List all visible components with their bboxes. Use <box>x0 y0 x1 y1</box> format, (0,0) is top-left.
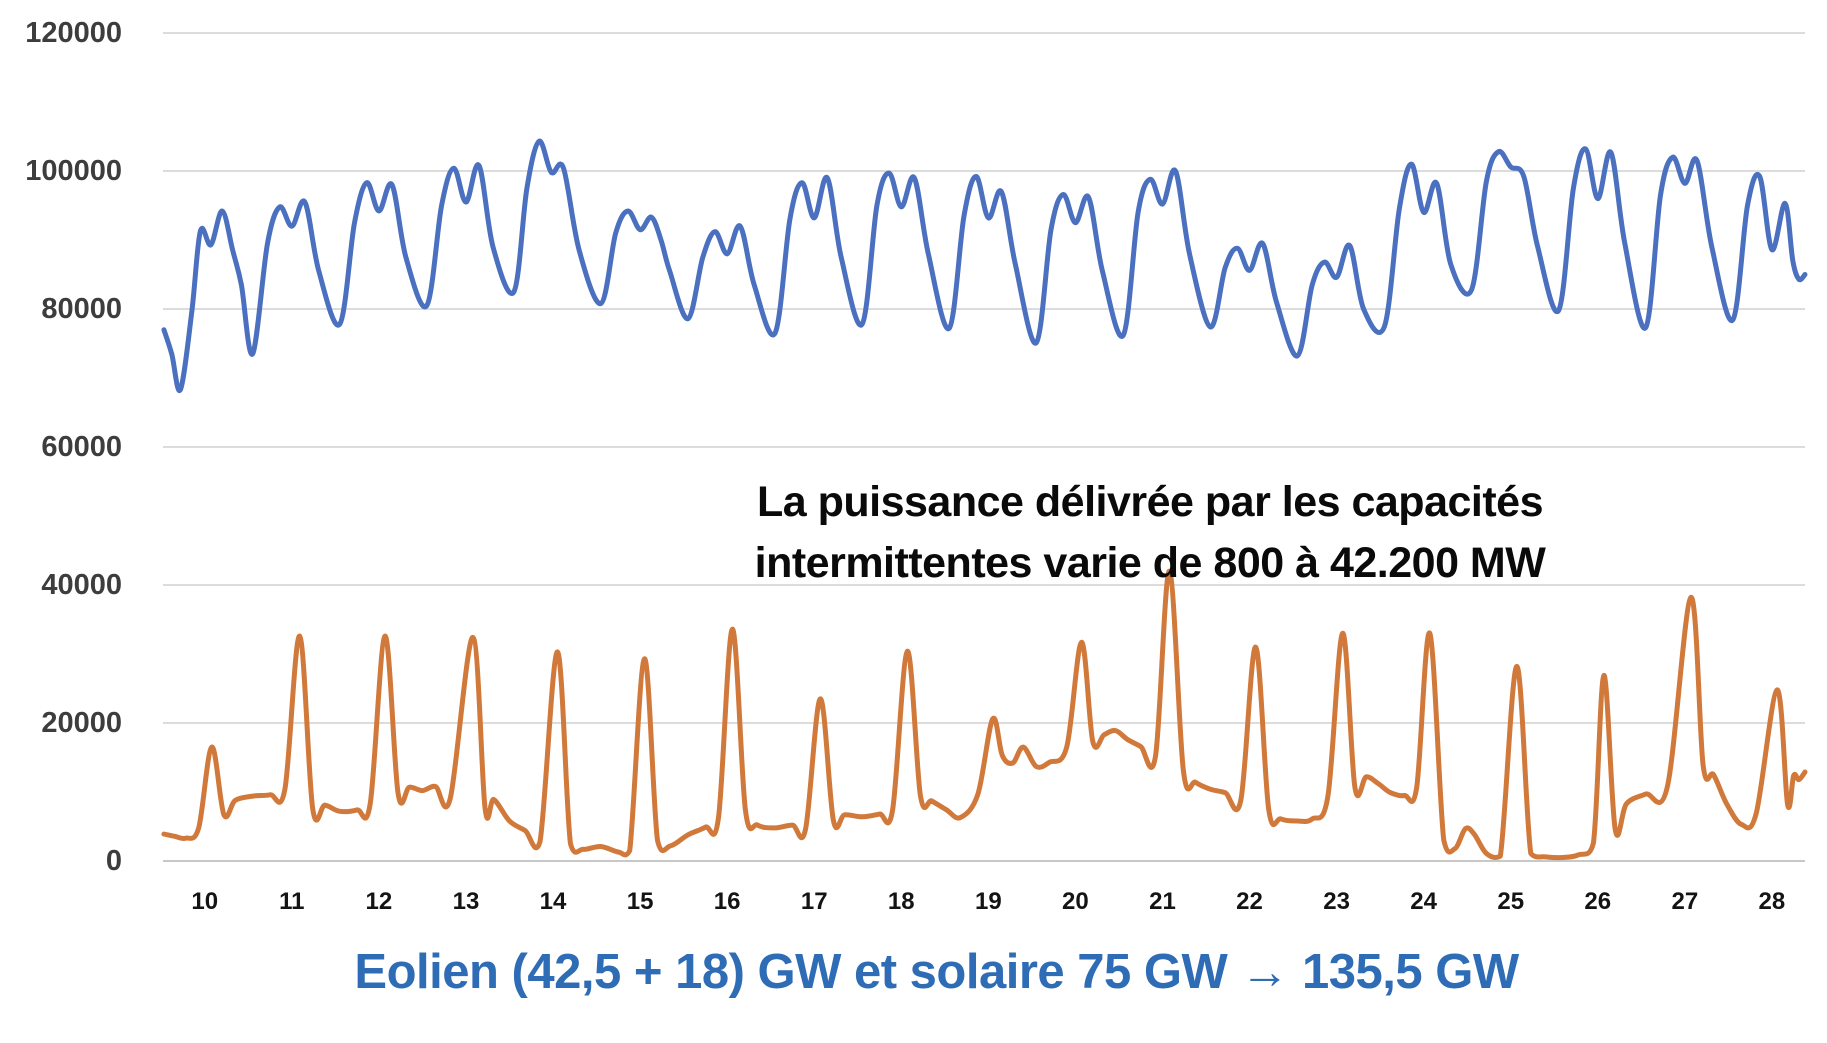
y-tick-label: 80000 <box>41 293 122 325</box>
x-tick-label: 23 <box>1323 888 1350 915</box>
x-tick-label: 10 <box>191 888 219 915</box>
annotation-line-1: La puissance délivrée par les capacités <box>757 478 1544 526</box>
x-tick-label: 16 <box>713 888 741 915</box>
x-tick-label: 26 <box>1584 888 1612 915</box>
y-tick-label: 100000 <box>25 155 122 187</box>
x-tick-label: 22 <box>1236 888 1263 915</box>
annotation-line-2: intermittentes varie de 800 à 42.200 MW <box>754 539 1546 587</box>
x-tick-label: 28 <box>1758 888 1786 915</box>
x-tick-label: 27 <box>1671 888 1699 915</box>
x-tick-label: 14 <box>539 888 567 915</box>
y-tick-label: 60000 <box>41 431 122 463</box>
y-tick-label: 0 <box>105 845 122 877</box>
x-tick-label: 17 <box>800 888 828 915</box>
chart-annotation: La puissance délivrée par les capacités … <box>550 472 1750 594</box>
series-line-serie-orange <box>161 568 1808 861</box>
series-line-serie-bleue <box>161 138 1808 394</box>
chart-title: Eolien (42,5 + 18) GW et solaire 75 GW →… <box>354 945 1519 999</box>
x-tick-label: 15 <box>626 888 654 915</box>
y-tick-label: 20000 <box>41 707 122 739</box>
x-tick-label: 11 <box>279 888 305 915</box>
y-tick-label: 40000 <box>41 569 122 601</box>
x-tick-label: 25 <box>1497 888 1525 915</box>
x-tick-label: 24 <box>1410 888 1437 915</box>
x-tick-label: 21 <box>1149 888 1176 915</box>
x-tick-label: 18 <box>887 888 915 915</box>
x-tick-label: 13 <box>452 888 480 915</box>
y-tick-label: 120000 <box>25 17 122 49</box>
x-tick-label: 12 <box>365 888 393 915</box>
x-tick-label: 20 <box>1062 888 1089 915</box>
x-tick-label: 19 <box>974 888 1002 915</box>
